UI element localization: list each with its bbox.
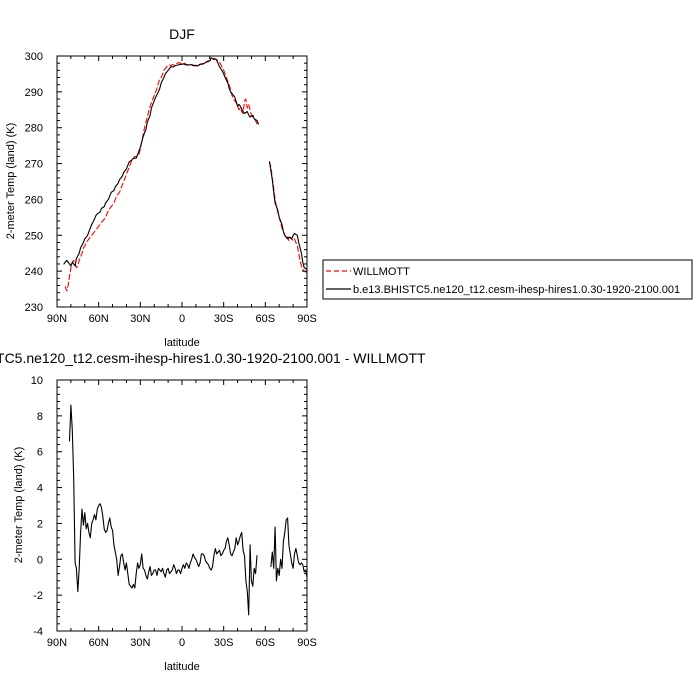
- top-plot-frame: [56, 55, 308, 308]
- bottom-y-tick-label: 4: [37, 483, 43, 495]
- top-y-tick-label: 280: [25, 123, 43, 135]
- top-x-tick-label: 60S: [256, 313, 276, 325]
- top-y-tick-label: 260: [25, 194, 43, 206]
- top-chart-ylabel: 2-meter Temp (land) (K): [5, 123, 17, 240]
- legend: WILLMOTT b.e13.BHISTC5.ne120_t12.cesm-ih…: [322, 259, 693, 300]
- top-y-tick-label: 270: [25, 159, 43, 171]
- bottom-y-tick-label: 6: [37, 447, 43, 459]
- bottom-series-0-line-segment-1: [270, 517, 308, 582]
- top-y-tick-label: 230: [25, 302, 43, 314]
- bottom-y-tick-label: 10: [31, 375, 43, 387]
- top-x-tick-label: 90S: [297, 313, 317, 325]
- top-x-tick-label: 30N: [130, 313, 150, 325]
- bottom-y-tick-label: 8: [37, 411, 43, 423]
- top-chart-panel: DJF latitude 2-meter Temp (land) (K) 90N…: [5, 26, 693, 349]
- bottom-x-tick-label: 0: [179, 637, 185, 649]
- top-series-0-line-segment-0: [64, 57, 259, 292]
- bottom-x-tick-label: 30N: [130, 637, 150, 649]
- top-x-tick-label: 60N: [89, 313, 109, 325]
- bottom-x-tick-label: 90N: [47, 637, 67, 649]
- top-x-tick-label: 90N: [47, 313, 67, 325]
- top-chart-xlabel: latitude: [164, 337, 199, 349]
- top-series-1-line-segment-1: [268, 161, 308, 270]
- top-y-tick-label: 290: [25, 87, 43, 99]
- bottom-chart-xlabel: latitude: [164, 661, 199, 673]
- legend-label-willmott: WILLMOTT: [353, 266, 410, 278]
- bottom-x-tick-label: 30S: [214, 637, 234, 649]
- legend-box: [322, 259, 693, 300]
- bottom-plot-frame: [56, 379, 308, 632]
- bottom-x-tick-label: 90S: [297, 637, 317, 649]
- legend-label-model: b.e13.BHISTC5.ne120_t12.cesm-ihesp-hires…: [353, 284, 680, 296]
- top-y-tick-label: 250: [25, 230, 43, 242]
- top-y-tick-label: 300: [25, 51, 43, 63]
- bottom-y-tick-label: 0: [37, 554, 43, 566]
- bottom-x-tick-label: 60S: [256, 637, 276, 649]
- bottom-y-tick-label: -4: [33, 626, 43, 638]
- bottom-chart-ylabel: 2-meter Temp (land) (K): [13, 447, 25, 564]
- bottom-plot-area: 90N 60N 30N 0 30S 60S 90S -4 -2 0 2 4 6 8 10: [31, 375, 317, 649]
- top-y-tick-label: 240: [25, 266, 43, 278]
- top-chart-title: DJF: [169, 26, 195, 42]
- bottom-chart-panel: b.e13.BHISTC5.ne120_t12.cesm-ihesp-hires…: [0, 350, 426, 673]
- top-x-tick-label: 0: [179, 313, 185, 325]
- bottom-x-tick-label: 60N: [89, 637, 109, 649]
- bottom-series-0-line-segment-0: [68, 404, 258, 616]
- bottom-y-tick-label: 2: [37, 518, 43, 530]
- bottom-chart-title: b.e13.BHISTC5.ne120_t12.cesm-ihesp-hires…: [0, 350, 426, 366]
- bottom-y-tick-label: -2: [33, 590, 43, 602]
- top-plot-area: 90N 60N 30N 0 30S 60S 90S 230 240 250 260 270 280 290…: [25, 51, 317, 325]
- top-x-tick-label: 30S: [214, 313, 234, 325]
- top-series-1-line-segment-0: [63, 57, 259, 267]
